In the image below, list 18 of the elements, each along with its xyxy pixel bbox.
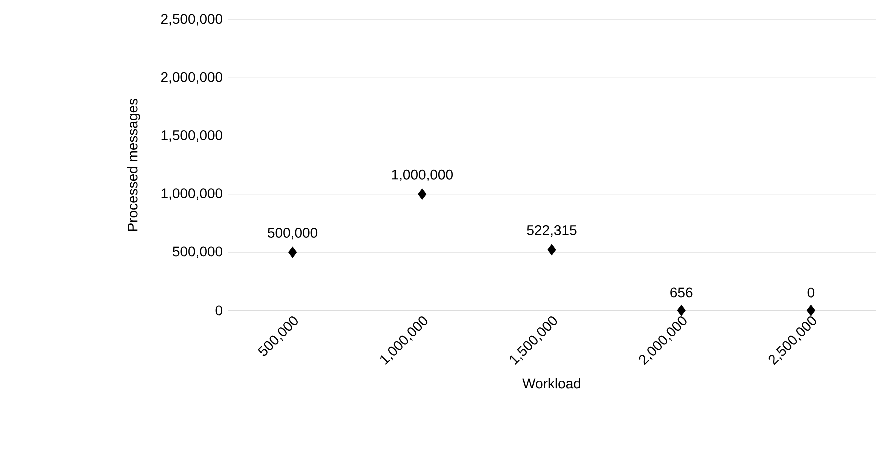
y-tick-label: 0 bbox=[216, 306, 223, 316]
point bbox=[548, 244, 556, 256]
data-label: 0 bbox=[808, 288, 815, 298]
y-tick-label: 1,000,000 bbox=[162, 188, 223, 200]
y-tick-label: 2,500,000 bbox=[162, 14, 223, 26]
point bbox=[677, 304, 686, 316]
point bbox=[418, 188, 427, 200]
data-label: 500,000 bbox=[268, 228, 318, 240]
y-tick-label: 2,000,000 bbox=[162, 72, 223, 84]
y-axis-title: Processed messages bbox=[127, 98, 141, 232]
x-axis-title: Workload bbox=[522, 378, 581, 389]
data-label: 656 bbox=[670, 288, 693, 298]
point bbox=[806, 305, 816, 316]
data-label: 1,000,000 bbox=[392, 170, 453, 182]
data-label: 522,315 bbox=[527, 225, 577, 238]
y-tick-label: 500,000 bbox=[173, 246, 223, 258]
point bbox=[288, 246, 298, 258]
y-tick-label: 1,500,000 bbox=[162, 130, 223, 142]
